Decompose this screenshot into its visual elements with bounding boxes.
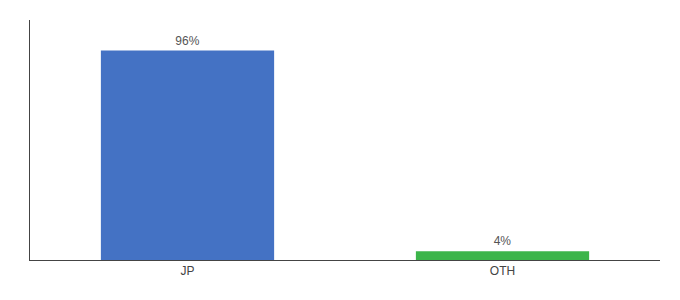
svg-text:JP: JP (180, 264, 194, 278)
svg-text:4%: 4% (494, 234, 512, 248)
svg-text:OTH: OTH (490, 264, 515, 278)
svg-text:96%: 96% (175, 34, 199, 48)
